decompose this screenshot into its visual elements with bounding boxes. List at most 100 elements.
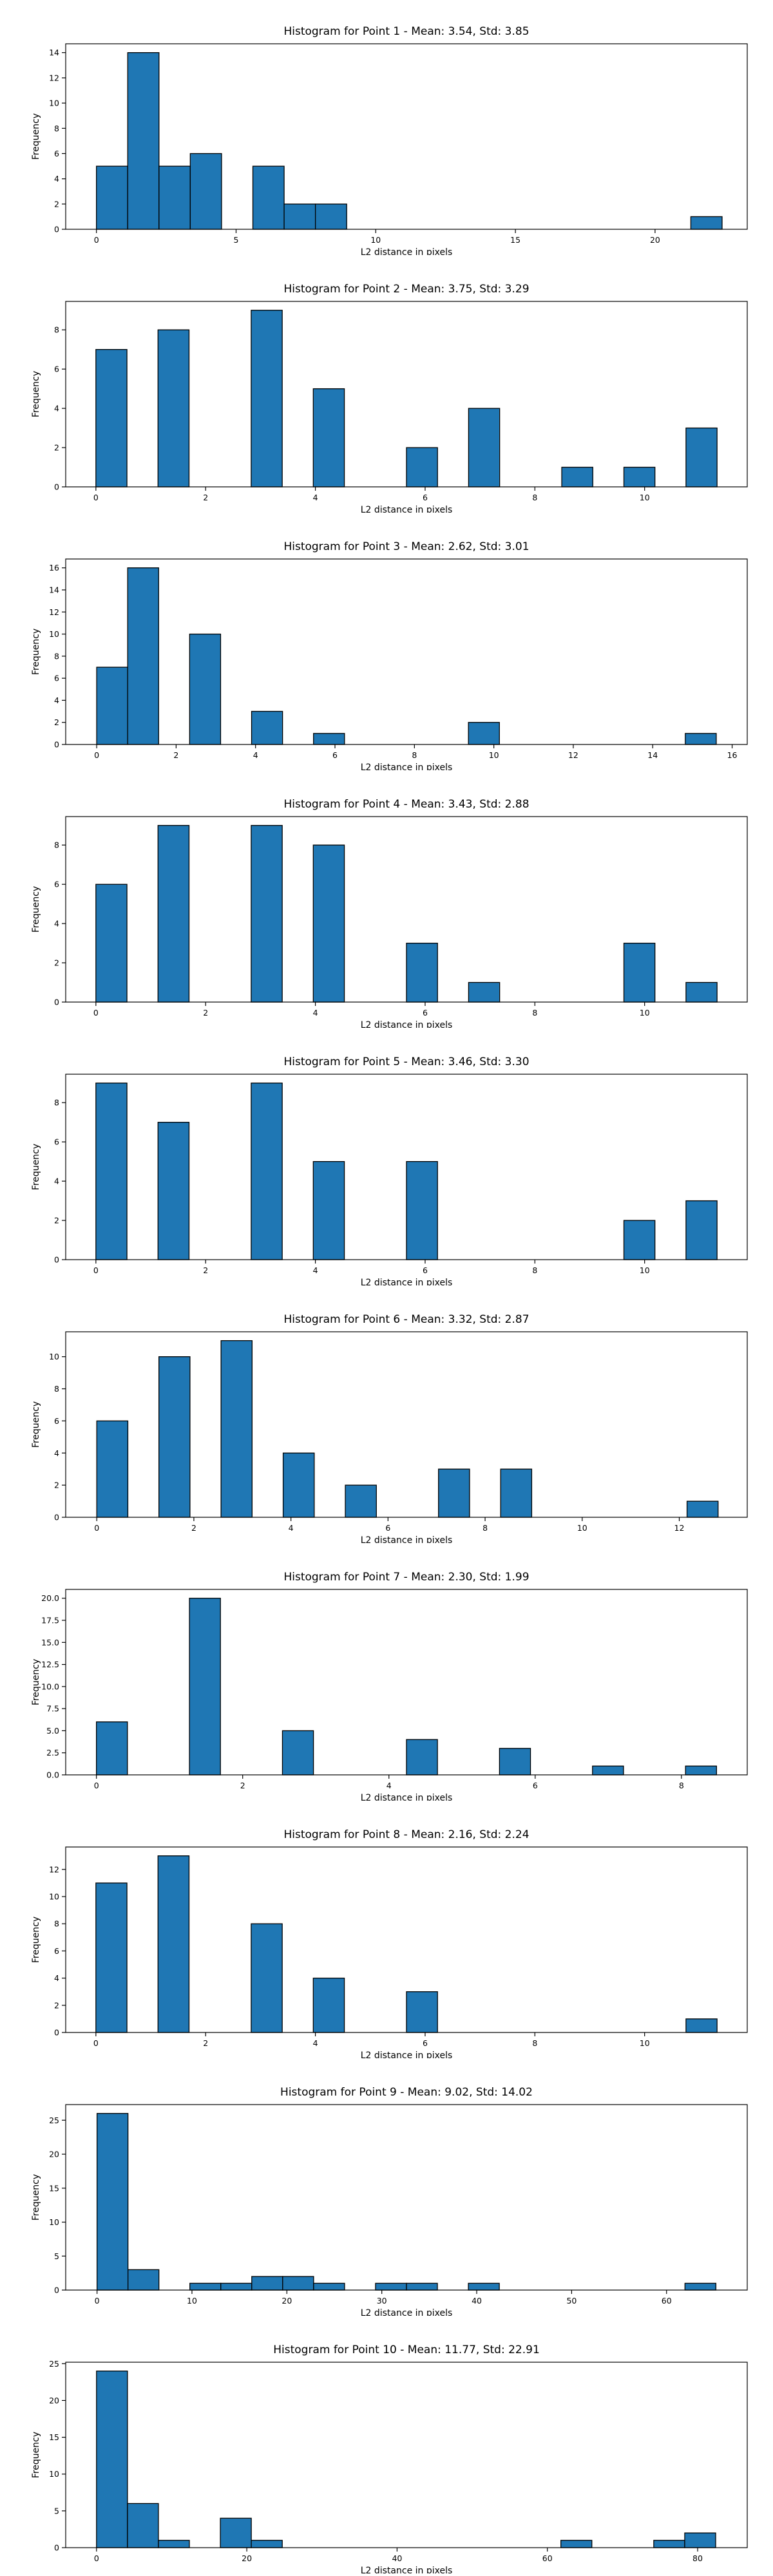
histogram-panel-2: Histogram for Point 2 - Mean: 3.75, Std:… [31,283,748,513]
x-tick-label: 10 [640,1265,650,1275]
histogram-bar [375,2282,407,2291]
x-tick-label: 60 [542,2553,553,2563]
x-tick-label: 80 [692,2553,703,2563]
histogram-bar [189,1598,221,1776]
histogram-bar [96,1420,129,1518]
x-tick-label: 12 [674,1523,685,1533]
y-tick-label: 0.0 [46,1770,59,1780]
y-tick-label: 10 [49,1352,59,1361]
histogram-bar [623,466,656,488]
y-axis-label: Frequency [31,629,41,675]
y-tick-label: 12 [49,73,59,82]
histogram-bar [157,329,190,488]
bars [96,1598,717,1776]
histogram-panel-6: Histogram for Point 6 - Mean: 3.32, Std:… [31,1313,748,1543]
y-tick-label: 8 [54,325,59,335]
y-tick-label: 0 [54,482,59,492]
histogram-bar [251,2539,283,2548]
x-axis-label: L2 distance in pixels [361,1535,453,1543]
histogram-panel-8: Histogram for Point 8 - Mean: 2.16, Std:… [31,1828,748,2058]
histogram-bar [96,1721,128,1776]
bars [96,567,717,745]
bars [95,825,718,1003]
y-tick-label: 0 [54,225,59,234]
x-tick-label: 4 [313,2038,318,2048]
histogram-bar [499,1748,531,1776]
plot-frame [65,1846,748,2033]
bars [96,2371,716,2548]
histogram-bar [592,1765,624,1776]
x-axis-label: L2 distance in pixels [361,505,453,513]
x-tick-label: 5 [234,235,239,245]
histogram-bar [282,2276,314,2291]
histogram-bar [685,1765,717,1776]
histogram-bar [251,310,283,488]
histogram-bar [189,633,222,745]
histogram-bar [406,942,438,1003]
x-tick-label: 6 [423,1008,428,1018]
y-tick-label: 8 [54,1919,59,1929]
histogram-bar [189,153,222,230]
plot-frame [65,1589,748,1776]
y-tick-label: 0 [54,1513,59,1522]
y-tick-label: 6 [54,1137,59,1147]
histogram-bar [95,349,128,488]
bars [96,2113,717,2291]
x-axis: 0 2 4 6 8 10 [93,2032,650,2048]
histogram-bar [685,427,718,488]
x-tick-label: 6 [423,493,428,502]
x-axis-label: L2 distance in pixels [361,2308,453,2316]
bars [95,1083,718,1260]
y-axis-label: Frequency [31,2174,41,2221]
y-tick-label: 10 [49,2469,59,2479]
x-axis: 0 2 4 6 8 10 12 14 16 [94,744,738,760]
histogram-bar [684,2282,717,2291]
y-axis-label: Frequency [31,886,41,933]
y-tick-label: 17.5 [41,1616,59,1625]
histogram-panel-9: Histogram for Point 9 - Mean: 9.02, Std:… [31,2086,748,2316]
y-axis: 0 5 10 15 20 25 [49,2359,66,2553]
y-tick-label: 6 [54,365,59,374]
histogram-bar [500,1468,533,1518]
x-tick-label: 8 [412,750,417,760]
y-tick-label: 8 [54,1384,59,1394]
y-tick-label: 2 [54,443,59,453]
x-tick-label: 10 [370,235,381,245]
histogram-bar [158,1356,191,1518]
y-tick-label: 4 [54,696,59,705]
bars [96,1340,719,1518]
x-tick-label: 8 [679,1781,684,1790]
histogram-bar [157,1855,190,2033]
y-tick-label: 10 [49,1892,59,1902]
x-tick-label: 6 [385,1523,390,1533]
histogram-bar [283,204,316,230]
x-tick-label: 2 [191,1523,196,1533]
histogram-bar [251,1923,283,2033]
histogram-bar [561,466,593,488]
y-tick-label: 12.5 [41,1660,59,1669]
y-tick-label: 14 [49,585,59,595]
x-tick-label: 0 [93,1265,99,1275]
histogram-bar [314,204,347,230]
y-axis: 0 2 4 6 8 [54,1098,66,1265]
histogram-bar [438,1468,470,1518]
histogram-bar [313,733,345,745]
histogram-bar [685,981,718,1003]
y-tick-label: 12 [49,607,59,617]
x-tick-label: 2 [203,493,208,502]
histogram-bar [560,2539,593,2548]
histogram-bar [313,2282,345,2291]
histogram-bar [468,981,501,1003]
chart-title: Histogram for Point 4 - Mean: 3.43, Std:… [283,798,529,811]
bars [95,1855,718,2033]
y-tick-label: 15.0 [41,1638,59,1647]
histogram-bar [312,388,345,488]
y-axis: 0 2 4 6 8 10 12 [49,1864,66,2038]
x-axis: 0 20 40 60 80 [94,2548,703,2563]
histogram-panel-10: Histogram for Point 10 - Mean: 11.77, St… [31,2344,748,2573]
histogram-bar [686,1501,719,1518]
x-tick-label: 6 [533,1781,538,1790]
y-tick-label: 10 [49,2217,59,2227]
x-tick-label: 4 [386,1781,392,1790]
histogram-bar [127,567,159,745]
